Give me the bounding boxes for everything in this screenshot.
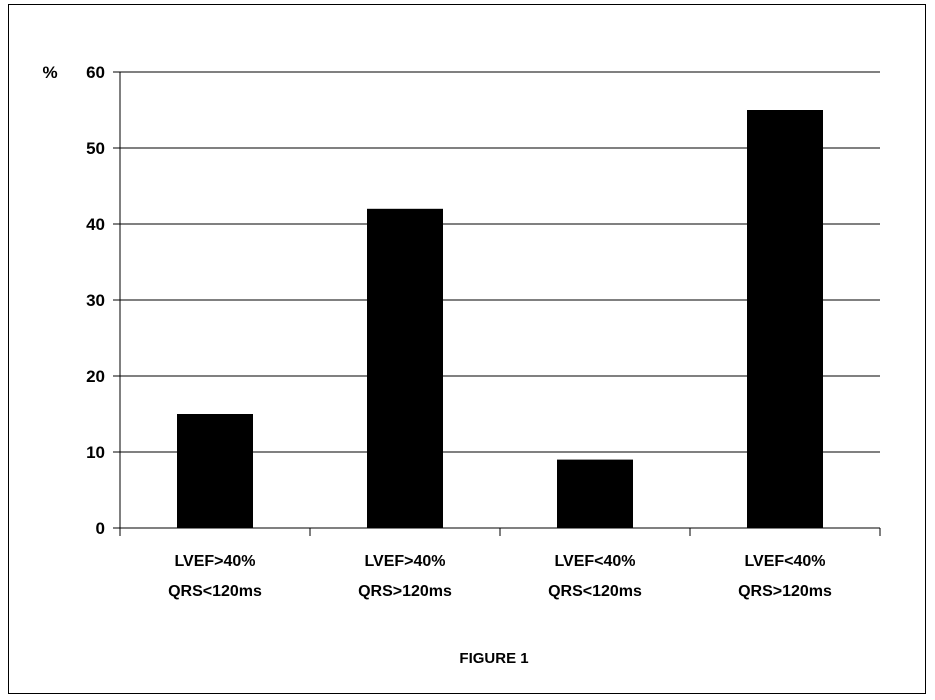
y-tick-labels: 0 10 20 30 40 50 60: [86, 63, 105, 538]
bar: [177, 414, 253, 528]
y-tick-label: 60: [86, 63, 105, 82]
y-tick-label: 50: [86, 139, 105, 158]
y-tick-label: 0: [96, 519, 105, 538]
bar: [557, 459, 633, 528]
axes: [113, 71, 881, 536]
x-category-label: LVEF<40%: [744, 553, 825, 570]
figure-caption: FIGURE 1: [459, 650, 528, 667]
bar: [367, 208, 443, 529]
y-axis-label: %: [42, 63, 57, 82]
x-category-labels: LVEF>40% QRS<120ms LVEF>40% QRS>120ms LVEF<4…: [168, 553, 832, 600]
x-category-label: QRS<120ms: [548, 583, 642, 600]
x-category-label: LVEF>40%: [174, 553, 255, 570]
y-tick-label: 40: [86, 215, 105, 234]
y-tick-label: 10: [86, 443, 105, 462]
x-category-label: QRS>120ms: [358, 583, 452, 600]
y-tick-label: 20: [86, 367, 105, 386]
x-category-label: QRS<120ms: [168, 583, 262, 600]
bars: [177, 110, 823, 529]
bar: [747, 110, 823, 528]
x-category-label: LVEF>40%: [364, 553, 445, 570]
y-tick-label: 30: [86, 291, 105, 310]
x-category-label: LVEF<40%: [554, 553, 635, 570]
x-category-label: QRS>120ms: [738, 583, 832, 600]
